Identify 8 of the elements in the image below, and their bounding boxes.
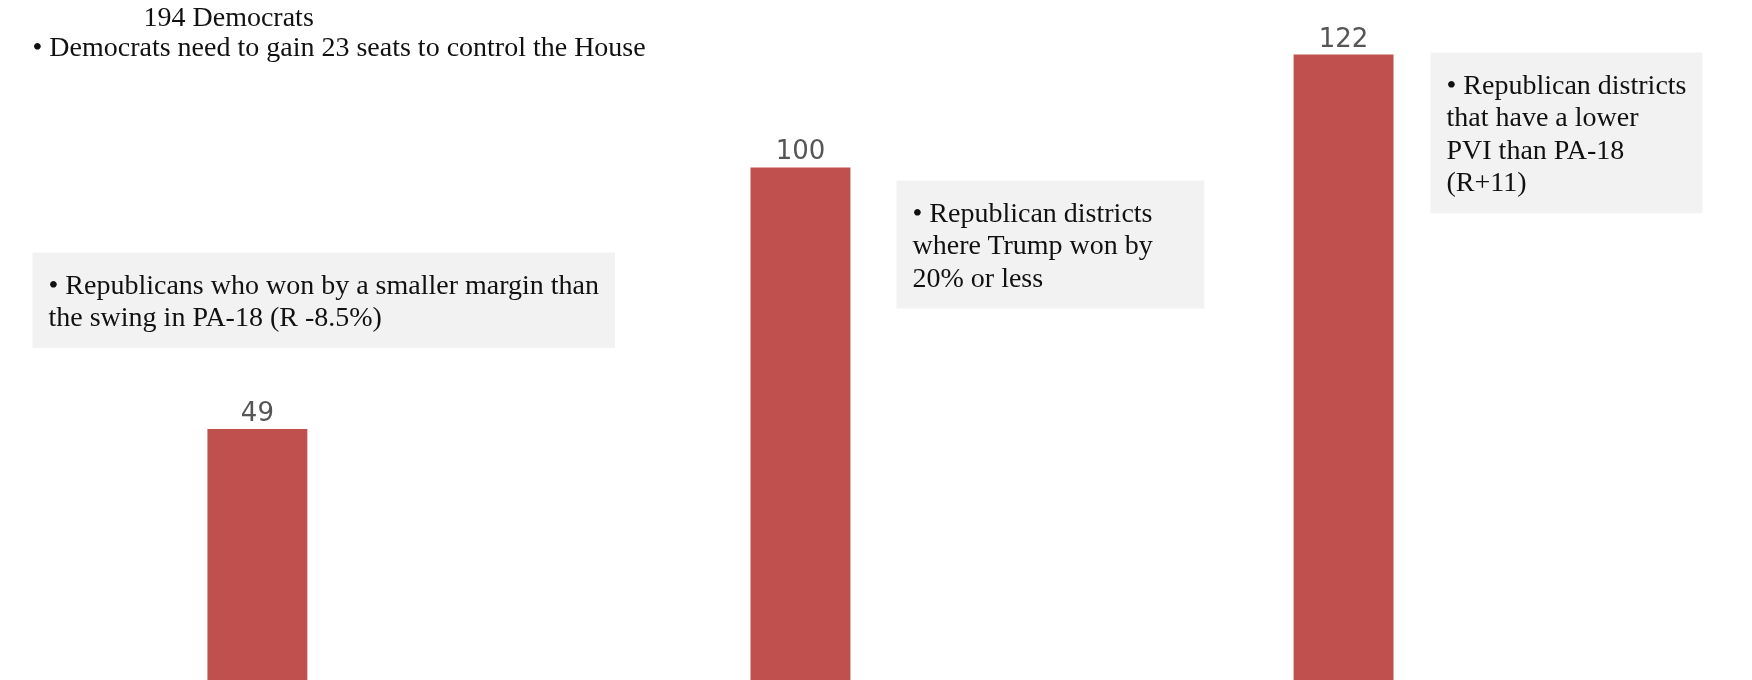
annotation: • Republican districts that have a lower PVI than PA-18 (R+11): [1446, 68, 1687, 198]
data-label: 49: [240, 397, 274, 428]
text: 194 Democrats: [143, 0, 314, 32]
annotation: • Republicans who won by a smaller margin than the swing in PA-18 (R -8.5%): [48, 268, 600, 333]
data-label: 122: [1318, 22, 1369, 53]
annotation: • Democrats need to gain 23 seats to control the House: [32, 30, 646, 62]
data-label: 100: [775, 135, 826, 166]
annotation: • Republican districts where Trump won by 20% or less: [912, 196, 1153, 293]
